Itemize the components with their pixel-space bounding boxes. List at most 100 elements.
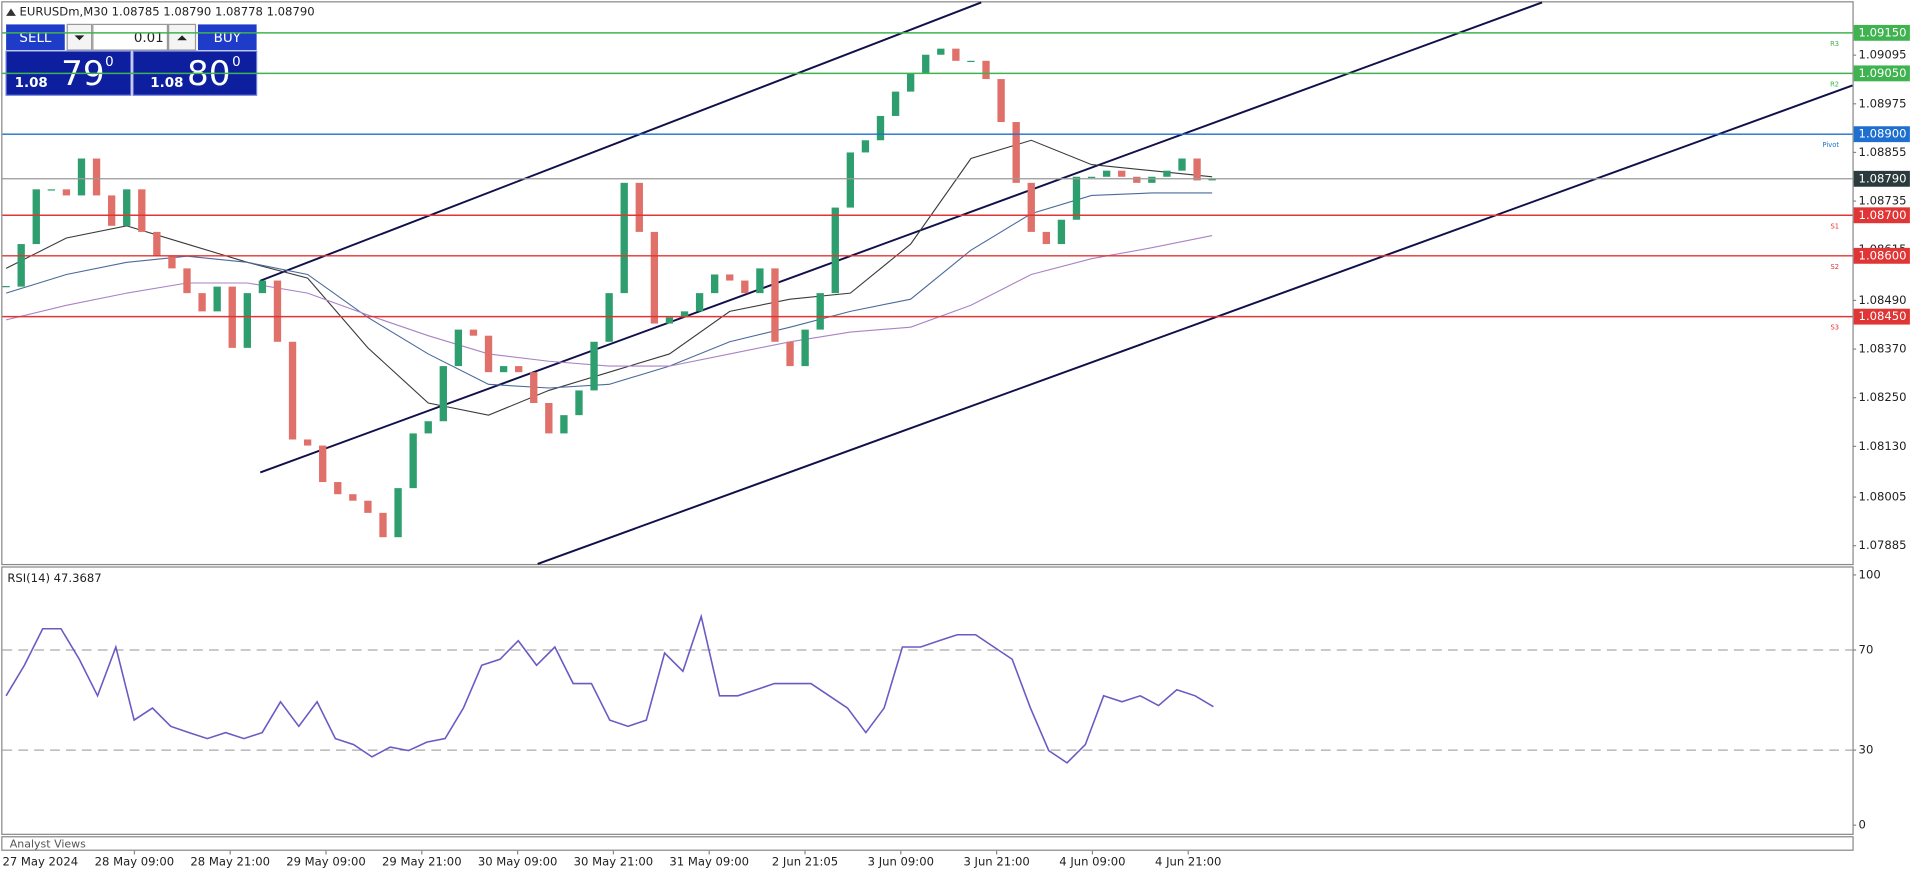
candle [303,439,312,446]
candle [1133,176,1141,183]
x-tick-label: 4 Jun 09:00 [1059,854,1125,868]
level-label: 1.09050 [1859,66,1907,80]
candle [922,54,930,73]
x-tick-label: 3 Jun 21:00 [963,854,1029,868]
candle [349,494,357,501]
candle [831,207,839,294]
candle [424,421,432,434]
x-tick-label: 30 May 09:00 [478,854,558,868]
candle [243,293,251,348]
candle [364,500,372,513]
candle [515,366,523,373]
candle [62,189,71,196]
candle [846,152,855,208]
rsi-panel [1,566,1854,835]
candle [77,158,86,196]
lot-input[interactable] [92,23,169,51]
moving-average [5,192,1213,389]
channel [259,1,1853,565]
candle [952,48,960,61]
buy-button[interactable] [197,24,257,51]
candle [1178,158,1186,171]
candle [1057,219,1066,245]
candle [1012,122,1020,183]
level-label-box [1853,207,1910,224]
price-label-box [1853,170,1910,187]
level-label-box [1853,65,1910,82]
candle [183,268,191,294]
level-name: Pivot [1823,141,1840,149]
candle [469,329,478,336]
y-tick-label: 1.08250 [1859,390,1907,404]
x-tick-label: 29 May 21:00 [382,854,462,868]
candle [816,293,824,330]
moving-average [5,235,1213,367]
y-tick-label: 1.08735 [1859,194,1907,208]
candle [605,293,613,342]
candle [47,189,56,191]
candle [1042,231,1050,245]
ask-digits: 80 [187,54,231,94]
candle [1027,182,1035,232]
lot-value: 0.01 [134,31,164,46]
y-tick-label: 1.08130 [1859,439,1907,453]
candle [680,311,689,318]
candle [1148,176,1156,183]
y-tick-label: 1.08490 [1859,293,1907,307]
candle [1087,176,1096,178]
y-tick-label: 1.08005 [1859,490,1907,504]
collapse-icon[interactable] [6,8,16,16]
level-label: 1.08600 [1859,248,1907,262]
up-arrow [177,35,187,41]
candle [545,402,553,434]
ask-big: 1.08 [150,76,183,91]
trendline [259,1,1543,474]
level-name: S2 [1830,263,1839,271]
level-label-box [1853,24,1910,41]
price-label: 1.08790 [1859,171,1907,185]
level-name: R3 [1830,40,1839,48]
rsi-title: RSI(14) 47.3687 [7,571,101,585]
candle [123,189,131,226]
candle [620,182,628,294]
candle [138,189,146,232]
bid-point: 0 [105,55,114,70]
candle [891,91,900,116]
sell-button[interactable] [6,24,65,51]
y-tick-label: 1.08855 [1859,145,1907,159]
candle [107,195,116,226]
candle [484,335,493,373]
rsi-tick-label: 0 [1859,818,1866,832]
trade-panel: SELL 0.01 BUY 1.08 79 0 1.08 80 0 [5,23,258,96]
candle [258,280,267,294]
level-label: 1.08900 [1859,127,1907,141]
lot-down[interactable] [66,23,93,51]
candle [861,140,870,153]
x-tick-label: 2 Jun 21:05 [772,854,838,868]
trendline [537,84,1853,565]
candle [635,182,643,232]
x-tick-label: 28 May 09:00 [95,854,175,868]
candle [319,445,327,483]
candle [409,433,417,489]
rsi-line [5,613,1214,764]
candle [213,286,221,312]
candle [1193,158,1201,181]
rsi-tick-label: 100 [1859,567,1881,581]
trendline [259,1,982,282]
y-tick-label: 1.08370 [1859,342,1907,356]
y-tick-label: 1.08975 [1859,96,1907,110]
candle [17,244,25,287]
candle [439,366,447,422]
candle [379,512,387,538]
candle [650,231,659,324]
candle [499,366,508,373]
candle [334,482,342,495]
candle [1163,170,1171,177]
candle [1072,176,1081,220]
level-label-box [1853,126,1910,143]
candle [786,341,794,367]
